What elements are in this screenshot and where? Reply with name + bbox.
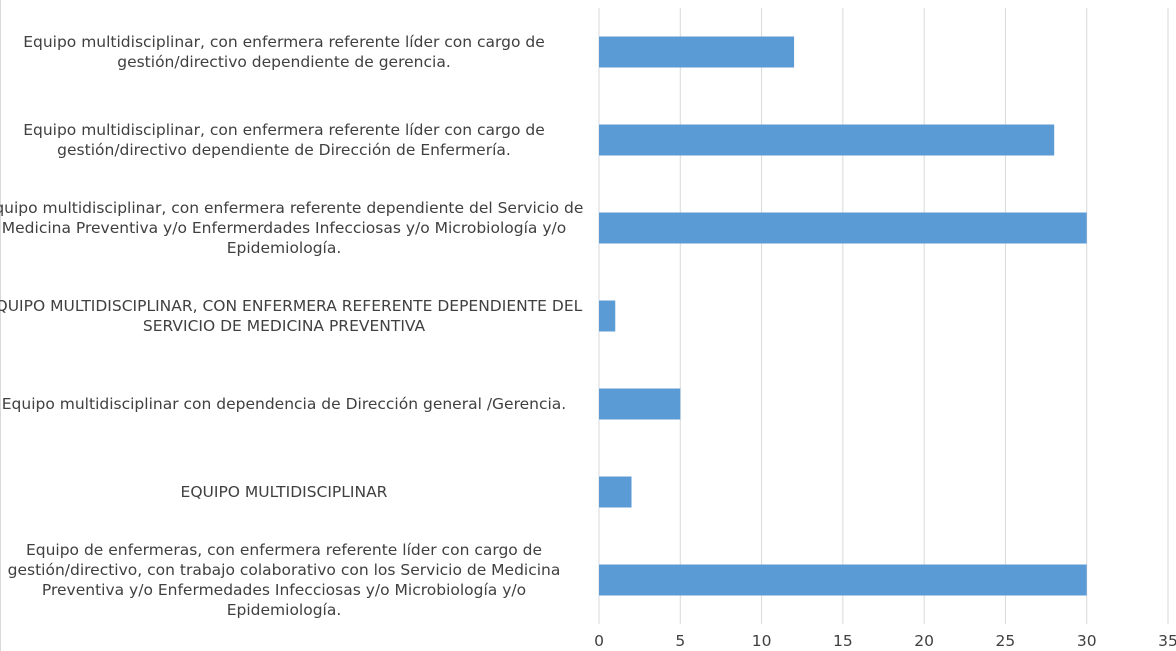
x-tick-label: 15: [833, 632, 853, 650]
x-tick-label: 30: [1077, 632, 1097, 650]
category-label: Equipo de enfermeras, con enfermera refe…: [7, 541, 561, 619]
bar: [599, 564, 1087, 596]
x-axis-ticks: 0 5 10 15 20 25 30 35: [594, 632, 1176, 650]
bar: [599, 36, 795, 68]
category-label: Equipo multidisciplinar con dependencia …: [1, 395, 567, 413]
category-label: Equipo multidisciplinar, con enfermera r…: [0, 199, 584, 257]
gridlines: [598, 8, 1169, 624]
bar: [599, 124, 1055, 156]
bar: [599, 388, 681, 420]
x-tick-label: 20: [914, 632, 934, 650]
category-label: EQUIPO MULTIDISCIPLINAR, CON ENFERMERA R…: [0, 297, 583, 335]
chart-frame-edge: [0, 0, 1, 651]
category-label: Equipo multidisciplinar, con enfermera r…: [23, 33, 545, 71]
bars: [599, 36, 1087, 596]
bar: [599, 300, 616, 332]
category-label: Equipo multidisciplinar, con enfermera r…: [23, 121, 545, 159]
x-tick-label: 35: [1158, 632, 1176, 650]
x-tick-label: 10: [752, 632, 772, 650]
bar: [599, 212, 1087, 244]
x-tick-label: 0: [594, 632, 604, 650]
bar: [599, 476, 632, 508]
x-tick-label: 25: [996, 632, 1016, 650]
category-label: EQUIPO MULTIDISCIPLINAR: [180, 483, 388, 501]
x-tick-label: 5: [675, 632, 685, 650]
